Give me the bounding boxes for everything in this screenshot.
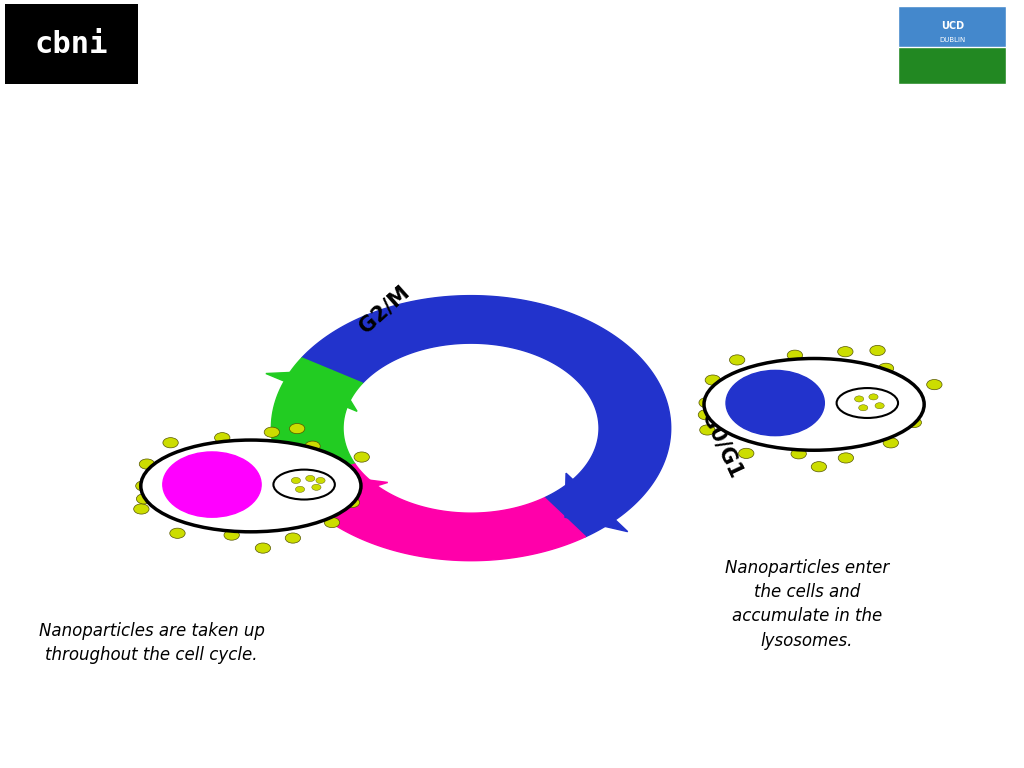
Circle shape	[326, 507, 341, 517]
Polygon shape	[565, 473, 628, 531]
Polygon shape	[271, 358, 362, 484]
Circle shape	[163, 452, 261, 517]
FancyBboxPatch shape	[5, 5, 138, 84]
Circle shape	[136, 494, 152, 504]
FancyBboxPatch shape	[898, 6, 1006, 48]
Text: Nanoparticles enter
the cells and
accumulate in the
lysosomes.: Nanoparticles enter the cells and accumu…	[725, 558, 889, 650]
Polygon shape	[266, 370, 357, 412]
Text: S: S	[317, 489, 338, 517]
Circle shape	[286, 533, 301, 543]
Circle shape	[726, 370, 824, 435]
Circle shape	[838, 346, 853, 357]
Circle shape	[927, 379, 942, 389]
Circle shape	[883, 438, 898, 448]
Text: Nanoparticle uptake in a cycling cell: example of a cell in G1
phase at the mome: Nanoparticle uptake in a cycling cell: e…	[157, 21, 867, 68]
Ellipse shape	[705, 359, 925, 450]
Ellipse shape	[141, 440, 361, 531]
Circle shape	[215, 432, 230, 443]
Circle shape	[305, 475, 315, 482]
Circle shape	[876, 402, 885, 409]
Circle shape	[811, 462, 826, 472]
Circle shape	[706, 375, 721, 386]
Circle shape	[295, 486, 305, 492]
Text: UCD: UCD	[941, 22, 964, 31]
Circle shape	[163, 438, 178, 448]
Polygon shape	[290, 474, 388, 512]
Circle shape	[906, 418, 922, 428]
Circle shape	[855, 396, 864, 402]
Circle shape	[170, 528, 185, 538]
Circle shape	[791, 449, 806, 459]
Circle shape	[291, 478, 301, 484]
FancyBboxPatch shape	[898, 47, 1006, 84]
Circle shape	[699, 398, 715, 408]
Polygon shape	[290, 464, 586, 561]
Text: G2/M: G2/M	[355, 282, 413, 336]
Circle shape	[698, 409, 714, 420]
Circle shape	[879, 363, 894, 373]
Circle shape	[139, 459, 155, 469]
Circle shape	[315, 478, 326, 484]
Circle shape	[135, 481, 152, 491]
Ellipse shape	[837, 388, 898, 418]
Circle shape	[134, 504, 150, 514]
Circle shape	[305, 441, 321, 452]
Circle shape	[264, 427, 280, 437]
Circle shape	[730, 372, 745, 382]
Circle shape	[738, 449, 754, 458]
Circle shape	[164, 455, 179, 466]
Text: G0/G1: G0/G1	[698, 409, 745, 482]
Circle shape	[901, 390, 916, 400]
Circle shape	[699, 425, 715, 435]
Circle shape	[337, 469, 352, 480]
Circle shape	[325, 518, 340, 528]
Circle shape	[869, 346, 885, 356]
Circle shape	[290, 423, 305, 434]
Circle shape	[859, 405, 868, 411]
Circle shape	[255, 543, 270, 553]
Circle shape	[787, 350, 803, 360]
Circle shape	[839, 453, 854, 463]
Text: Nanoparticles are taken up
throughout the cell cycle.: Nanoparticles are taken up throughout th…	[39, 622, 264, 664]
Circle shape	[224, 530, 240, 540]
Circle shape	[354, 452, 370, 462]
Circle shape	[729, 355, 744, 365]
Text: DUBLIN: DUBLIN	[939, 37, 966, 43]
Ellipse shape	[273, 469, 335, 499]
Circle shape	[311, 485, 322, 490]
Polygon shape	[302, 296, 671, 537]
Circle shape	[344, 498, 359, 508]
Text: cbni: cbni	[35, 30, 109, 58]
Circle shape	[868, 394, 879, 400]
